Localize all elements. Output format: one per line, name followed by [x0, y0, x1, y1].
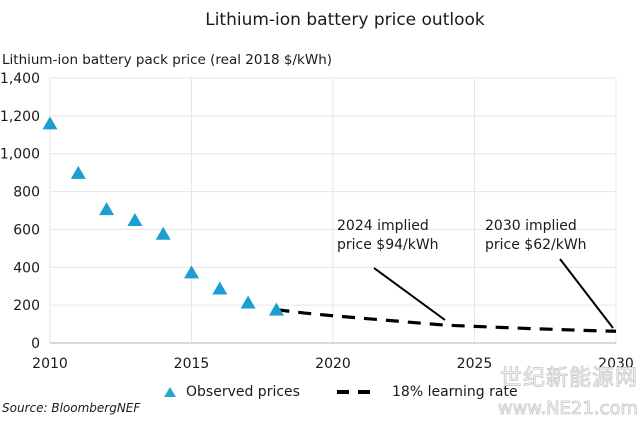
x-tick-label: 2010 — [32, 356, 68, 372]
gridlines — [49, 77, 617, 343]
x-tick-label: 2015 — [174, 356, 210, 372]
y-axis-label: Lithium-ion battery pack price (real 201… — [2, 52, 332, 68]
observed-price-point — [99, 202, 115, 216]
legend-triangle-icon — [164, 387, 176, 397]
y-tick-labels: 0 200 400 600 800 1,000 1,200 1,400 — [0, 71, 40, 352]
annotation-text: 2030 implied — [485, 218, 577, 234]
observed-price-point — [184, 265, 199, 279]
annotation-leader-line — [373, 267, 446, 321]
y-tick-label: 400 — [13, 260, 40, 276]
legend-label-observed: Observed prices — [186, 384, 300, 400]
y-tick-label: 200 — [13, 298, 40, 314]
annotation-leader-line — [559, 258, 614, 329]
y-tick-label: 1,400 — [0, 71, 40, 87]
observed-price-point — [127, 212, 143, 226]
x-tick-label: 2025 — [457, 356, 493, 372]
observed-prices-series — [42, 116, 284, 316]
y-tick-label: 600 — [13, 222, 40, 238]
watermark-url: www.NE21.com — [498, 398, 638, 419]
annotation-text: price $62/kWh — [485, 237, 587, 253]
observed-price-point — [70, 165, 86, 179]
y-tick-label: 0 — [31, 336, 40, 352]
y-tick-label: 800 — [13, 185, 40, 201]
legend-label-learning-rate: 18% learning rate — [392, 384, 518, 400]
x-tick-labels: 2010 2015 2020 2025 2030 — [32, 356, 634, 372]
annotation-text: price $94/kWh — [337, 237, 439, 253]
y-tick-label: 1,200 — [0, 109, 40, 125]
observed-price-point — [42, 116, 58, 130]
source-note: Source: BloombergNEF — [2, 401, 141, 415]
annotation-text: 2024 implied — [337, 218, 429, 234]
chart-title: Lithium-ion battery price outlook — [205, 10, 485, 30]
watermark-text: 世纪新能源网 — [500, 366, 638, 391]
learning-rate-series — [276, 308, 617, 333]
observed-price-point — [268, 302, 284, 316]
x-tick-label: 2020 — [315, 356, 351, 372]
legend: Observed prices 18% learning rate — [164, 384, 518, 400]
learning-rate-line — [276, 308, 617, 333]
x-tick-label: 2030 — [598, 356, 634, 372]
observed-price-point — [212, 281, 228, 295]
watermark: 世纪新能源网 www.NE21.com — [497, 366, 638, 420]
observed-price-point — [240, 295, 256, 309]
annotations: 2024 implied price $94/kWh 2030 implied pri… — [337, 218, 614, 329]
observed-price-point — [155, 226, 171, 240]
y-tick-label: 1,000 — [0, 147, 40, 163]
